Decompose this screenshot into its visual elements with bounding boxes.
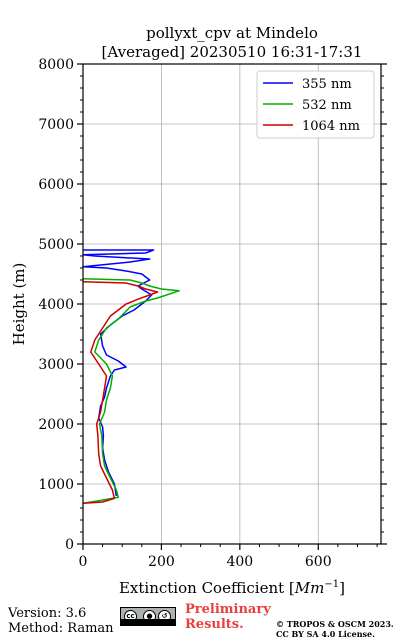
version-text: Version: 3.6 [8, 606, 87, 621]
extinction-profile-chart: 0 200 400 600010002000300040005000600070008… [10, 24, 387, 597]
x-tick-label-600: 600 [305, 554, 332, 570]
preliminary-line2: Results. [185, 617, 244, 632]
y-tick-label-2000: 2000 [38, 417, 74, 433]
x-tick-label-0: 0 [79, 554, 88, 570]
y-tick-label-5000: 5000 [38, 237, 74, 253]
x-axis-label: Extinction Coefficient [Mm−1] [119, 579, 345, 597]
method-text: Method: Raman [8, 621, 114, 636]
y-tick-label-3000: 3000 [38, 357, 74, 373]
axis-ticks [77, 63, 387, 550]
y-tick-label-4000: 4000 [38, 297, 74, 313]
copyright-line2: CC BY SA 4.0 License. [276, 629, 375, 639]
chart-title-line1: pollyxt_cpv at Mindelo [146, 24, 318, 42]
chart-title-line2: [Averaged] 20230510 16:31-17:31 [102, 43, 363, 61]
copyright-line1: © TROPOS & OSCM 2023. [276, 619, 394, 629]
y-axis-label: Height (m) [10, 263, 28, 346]
series-line-532-nm [82, 278, 180, 504]
y-tick-label-1000: 1000 [38, 477, 74, 493]
x-axis-label-exponent: −1 [324, 579, 339, 590]
preliminary-line1: Preliminary [185, 602, 271, 617]
legend: 355 nm 532 nm 1064 nm [256, 70, 375, 139]
y-tick-label-6000: 6000 [38, 177, 74, 193]
tick-labels: 0 200 400 600010002000300040005000600070008… [38, 57, 331, 570]
x-axis-label-close: ] [339, 579, 345, 597]
x-tick-label-200: 200 [148, 554, 175, 570]
series-line-1064-nm [82, 281, 159, 504]
x-tick-label-400: 400 [226, 554, 253, 570]
series-lines [82, 249, 180, 504]
y-tick-label-0: 0 [65, 537, 74, 553]
copyright-note: © TROPOS & OSCM 2023. CC BY SA 4.0 Licen… [276, 619, 394, 639]
license-strip [121, 619, 175, 625]
y-tick-label-7000: 7000 [38, 117, 74, 133]
x-axis-label-text: Extinction Coefficient [ [119, 579, 295, 597]
cc-by-sa-icon: cc ● ↺ [120, 607, 176, 626]
preliminary-results-note: Preliminary Results. [185, 602, 271, 632]
x-axis-label-unit: Mm [294, 579, 325, 597]
legend-label-532: 532 nm [302, 98, 352, 113]
legend-label-355: 355 nm [302, 77, 352, 92]
legend-box [256, 70, 375, 139]
legend-label-1064: 1064 nm [302, 119, 360, 134]
y-tick-label-8000: 8000 [38, 57, 74, 73]
series-line-355-nm [82, 249, 155, 497]
